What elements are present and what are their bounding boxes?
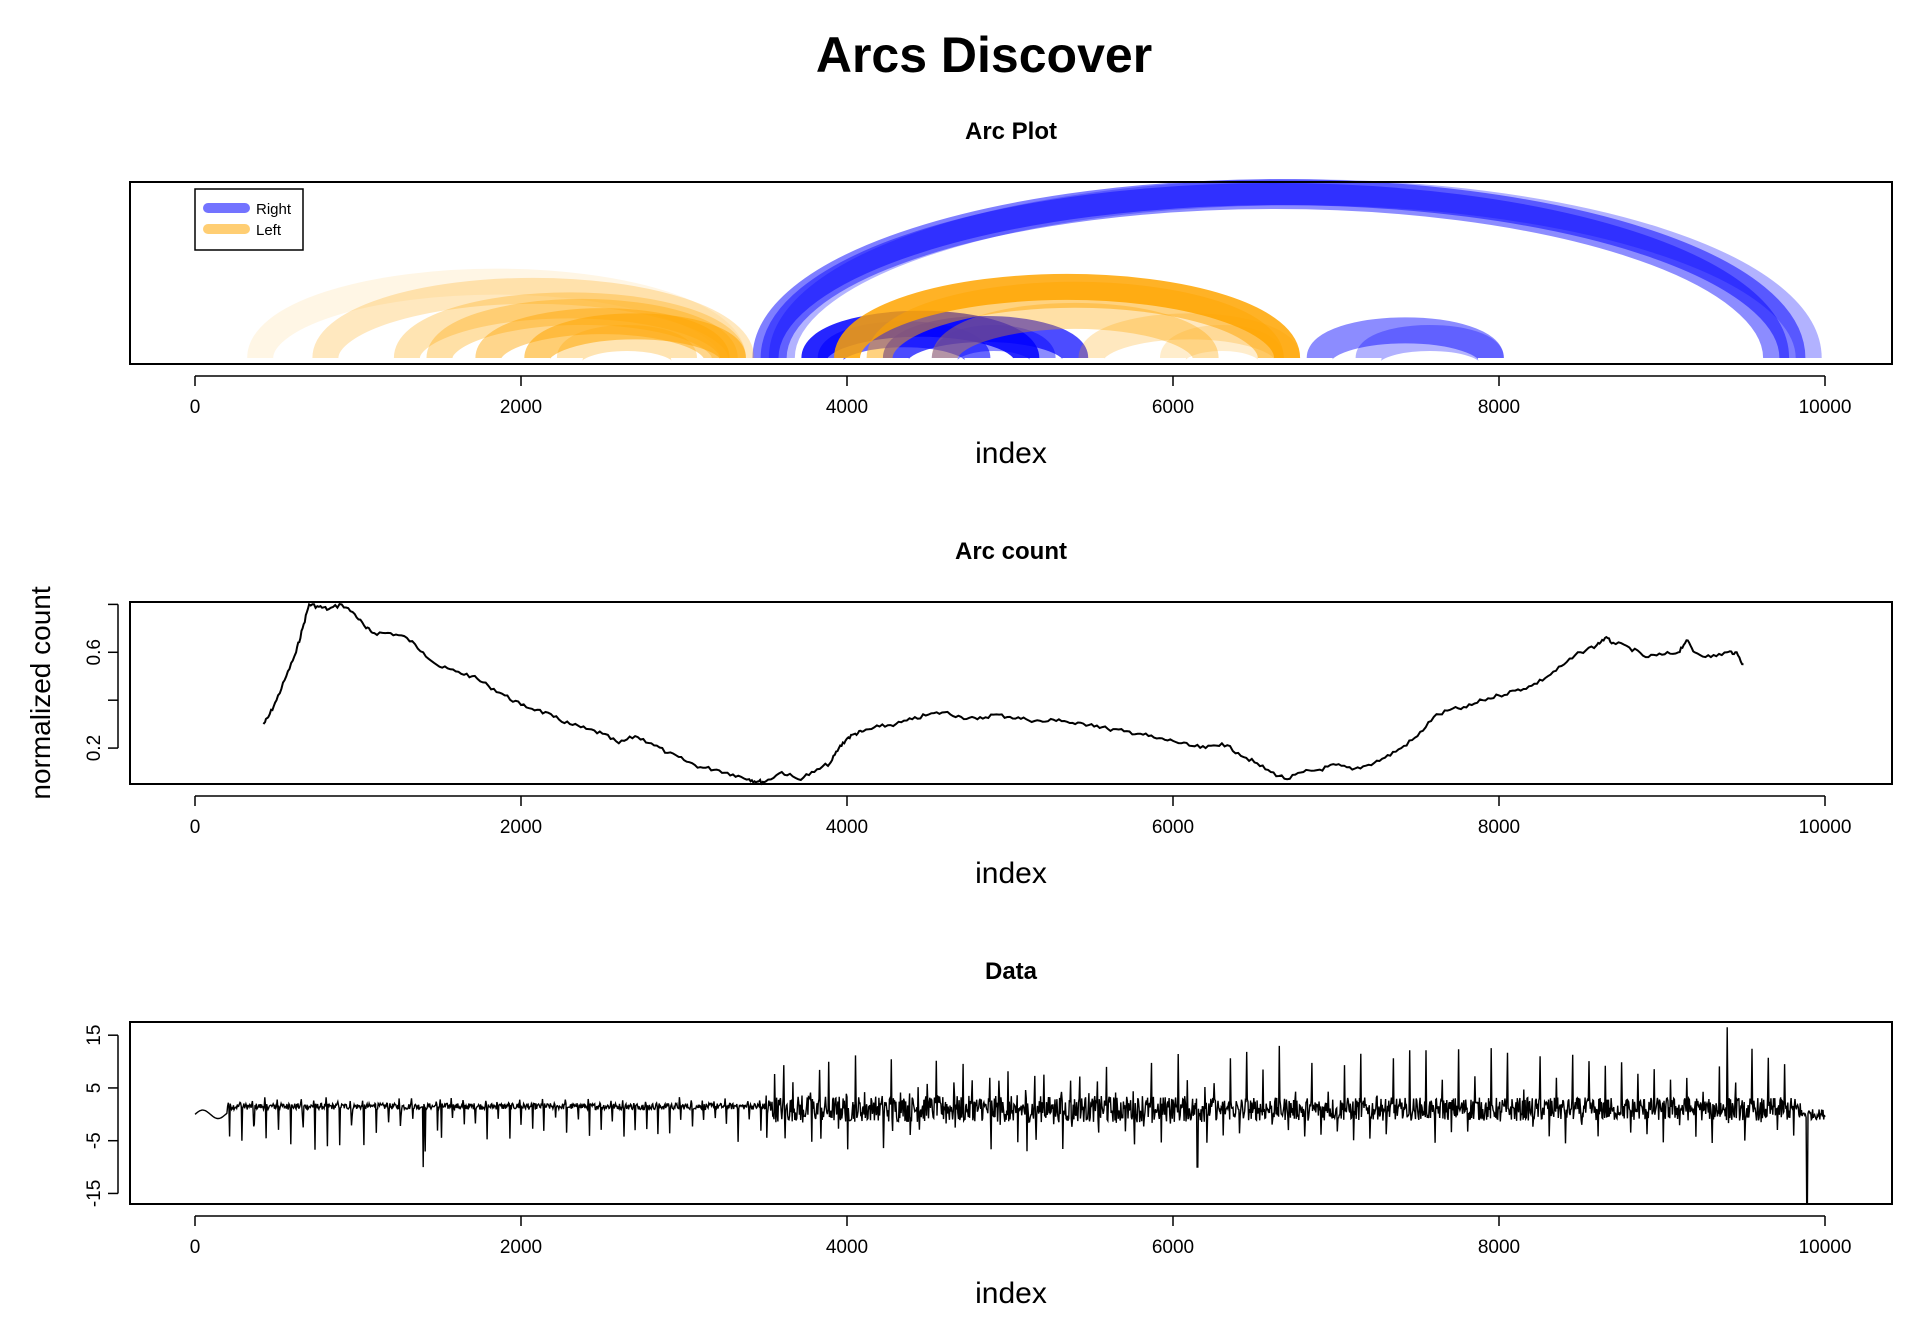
arc-right — [1355, 325, 1504, 363]
y-tick-label: -5 — [84, 1132, 105, 1149]
arc-layer — [247, 179, 1822, 363]
arc-plot-x-label: index — [975, 437, 1047, 470]
arc-count-y-axis: 0.2 0.6 — [84, 603, 119, 761]
arc-count-panel: Arc count 0 2000 4000 6000 8000 10000 0.20.6 … — [25, 538, 1893, 890]
arc-right — [931, 325, 1056, 362]
x-tick-label: 0 — [190, 817, 201, 838]
x-tick-label: 2000 — [500, 397, 542, 418]
legend-label-left: Left — [256, 222, 282, 239]
legend-label-right: Right — [256, 201, 292, 218]
data-y-axis: -15 -5 5 15 — [84, 1025, 119, 1207]
arc-left — [1078, 313, 1301, 361]
arc-plot-legend: Right Left — [194, 188, 304, 251]
arc-right — [752, 179, 1806, 359]
arc-count-y-label: normalized count — [25, 586, 56, 799]
x-tick-label: 6000 — [1152, 817, 1194, 838]
x-tick-label: 8000 — [1478, 1237, 1520, 1258]
arc-plot-x-axis: 0 2000 4000 6000 8000 10000 — [190, 375, 1852, 418]
x-tick-label: 0 — [190, 397, 201, 418]
y-tick-label: 0.6 — [84, 639, 105, 665]
x-tick-label: 4000 — [826, 397, 868, 418]
arc-left — [247, 268, 746, 359]
y-tick-label: -15 — [84, 1180, 105, 1207]
y-tick-label: 5 — [84, 1083, 105, 1094]
figure-title: Arcs Discover — [816, 27, 1152, 83]
arc-count-x-axis: 0 2000 4000 6000 8000 10000 — [190, 795, 1852, 838]
x-tick-label: 4000 — [826, 817, 868, 838]
arc-right — [760, 183, 1790, 359]
data-title: Data — [985, 958, 1038, 985]
arc-count-x-label: index — [975, 857, 1047, 890]
arc-right — [768, 179, 1822, 359]
x-tick-label: 8000 — [1478, 397, 1520, 418]
x-tick-label: 10000 — [1799, 817, 1852, 838]
arc-plot-frame — [129, 181, 1893, 365]
x-tick-label: 0 — [190, 1237, 201, 1258]
arc-left — [556, 325, 697, 362]
data-panel: Data 0 2000 4000 6000 8000 10000 -15 -5 5 15 ind… — [84, 958, 1893, 1310]
data-series-line — [194, 1027, 1826, 1205]
arc-count-frame — [129, 601, 1893, 785]
x-tick-label: 2000 — [500, 1237, 542, 1258]
arc-left — [866, 281, 1284, 360]
y-tick-label: 0.2 — [84, 735, 105, 761]
x-tick-label: 2000 — [500, 817, 542, 838]
arc-left — [524, 313, 746, 361]
x-tick-label: 10000 — [1799, 397, 1852, 418]
arc-right — [1306, 317, 1504, 361]
arc-right — [882, 316, 1089, 361]
x-tick-label: 10000 — [1799, 1237, 1852, 1258]
x-tick-label: 4000 — [826, 1237, 868, 1258]
arc-left — [1160, 325, 1284, 362]
x-tick-label: 6000 — [1152, 397, 1194, 418]
arc-left — [931, 302, 1219, 360]
arc-plot-title: Arc Plot — [965, 118, 1057, 145]
arc-count-line — [262, 602, 1744, 786]
arc-count-title: Arc count — [955, 538, 1067, 565]
x-tick-label: 8000 — [1478, 817, 1520, 838]
data-frame — [129, 1021, 1893, 1205]
data-x-axis: 0 2000 4000 6000 8000 10000 — [190, 1215, 1852, 1258]
legend-box — [194, 188, 304, 251]
arc-plot-panel: Arc Plot Right Left 0 2000 4000 6000 8000 100… — [129, 118, 1893, 470]
y-tick-label: 15 — [84, 1025, 105, 1046]
data-x-label: index — [975, 1277, 1047, 1310]
x-tick-label: 6000 — [1152, 1237, 1194, 1258]
